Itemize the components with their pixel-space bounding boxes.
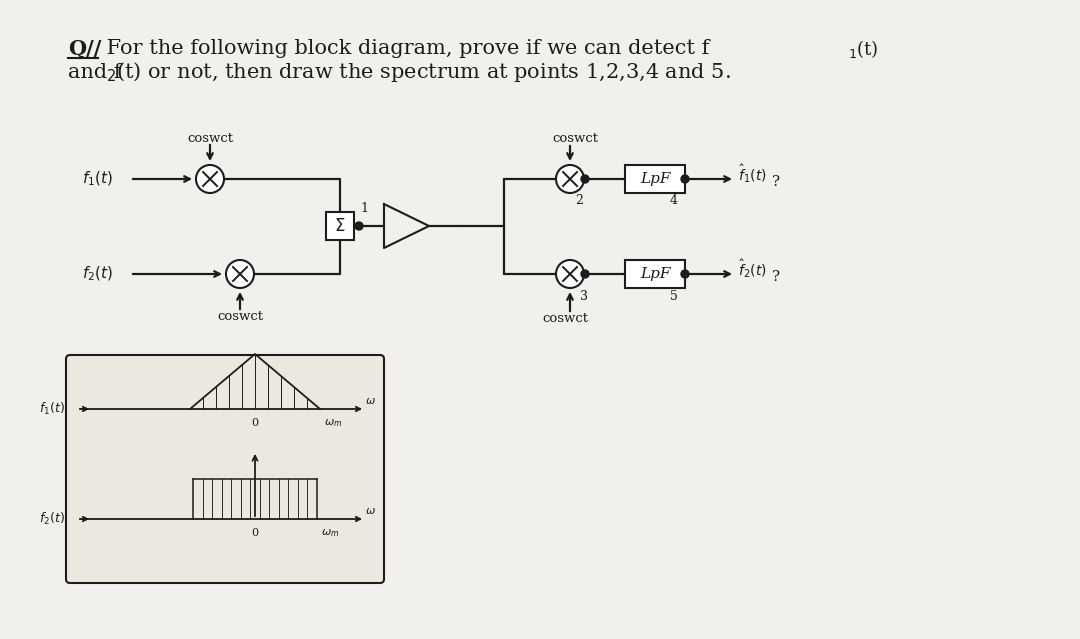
Circle shape [581,175,589,183]
Bar [326,212,354,240]
Text: 0: 0 [252,528,258,538]
Text: Q//: Q// [68,39,102,59]
Text: coswct: coswct [187,132,233,146]
Circle shape [556,165,584,193]
Text: LpF: LpF [639,172,671,186]
Text: 4: 4 [670,194,678,208]
Text: 2: 2 [575,194,583,208]
Text: $\hat{f}_1(t)$: $\hat{f}_1(t)$ [738,163,767,185]
Text: $f_1(t)$: $f_1(t)$ [39,401,65,417]
Text: $f_2(t)$: $f_2(t)$ [39,511,65,527]
Circle shape [195,165,224,193]
Text: LpF: LpF [639,267,671,281]
Text: $\omega$: $\omega$ [365,506,376,516]
Circle shape [681,175,689,183]
Circle shape [226,260,254,288]
Text: ?: ? [772,270,780,284]
Text: ?: ? [772,175,780,189]
Text: $_2$(t) or not, then draw the spectrum at points 1,2,3,4 and 5.: $_2$(t) or not, then draw the spectrum a… [106,60,731,84]
Bar [625,260,685,288]
Text: $\omega$: $\omega$ [365,396,376,406]
Text: 1: 1 [360,201,368,215]
Circle shape [681,270,689,278]
Text: $\omega_m$: $\omega_m$ [324,417,342,429]
Text: $f_1(t)$: $f_1(t)$ [82,170,113,189]
Circle shape [556,260,584,288]
Text: coswct: coswct [552,132,598,146]
Bar [625,165,685,193]
Text: Σ: Σ [335,217,346,235]
Text: coswct: coswct [217,309,264,323]
Circle shape [355,222,363,230]
Text: $f_2(t)$: $f_2(t)$ [82,265,113,283]
Circle shape [581,270,589,278]
Text: coswct: coswct [542,311,588,325]
Text: and f: and f [68,63,121,82]
Text: $_1$(t): $_1$(t) [848,38,878,60]
Text: 3: 3 [580,289,588,302]
Text: For the following block diagram, prove if we can detect f: For the following block diagram, prove i… [100,40,710,59]
Text: 0: 0 [252,418,258,428]
Text: 5: 5 [670,289,678,302]
Text: $\omega_m$: $\omega_m$ [321,527,339,539]
FancyBboxPatch shape [66,355,384,583]
Text: $\hat{f}_2(t)$: $\hat{f}_2(t)$ [738,258,767,281]
